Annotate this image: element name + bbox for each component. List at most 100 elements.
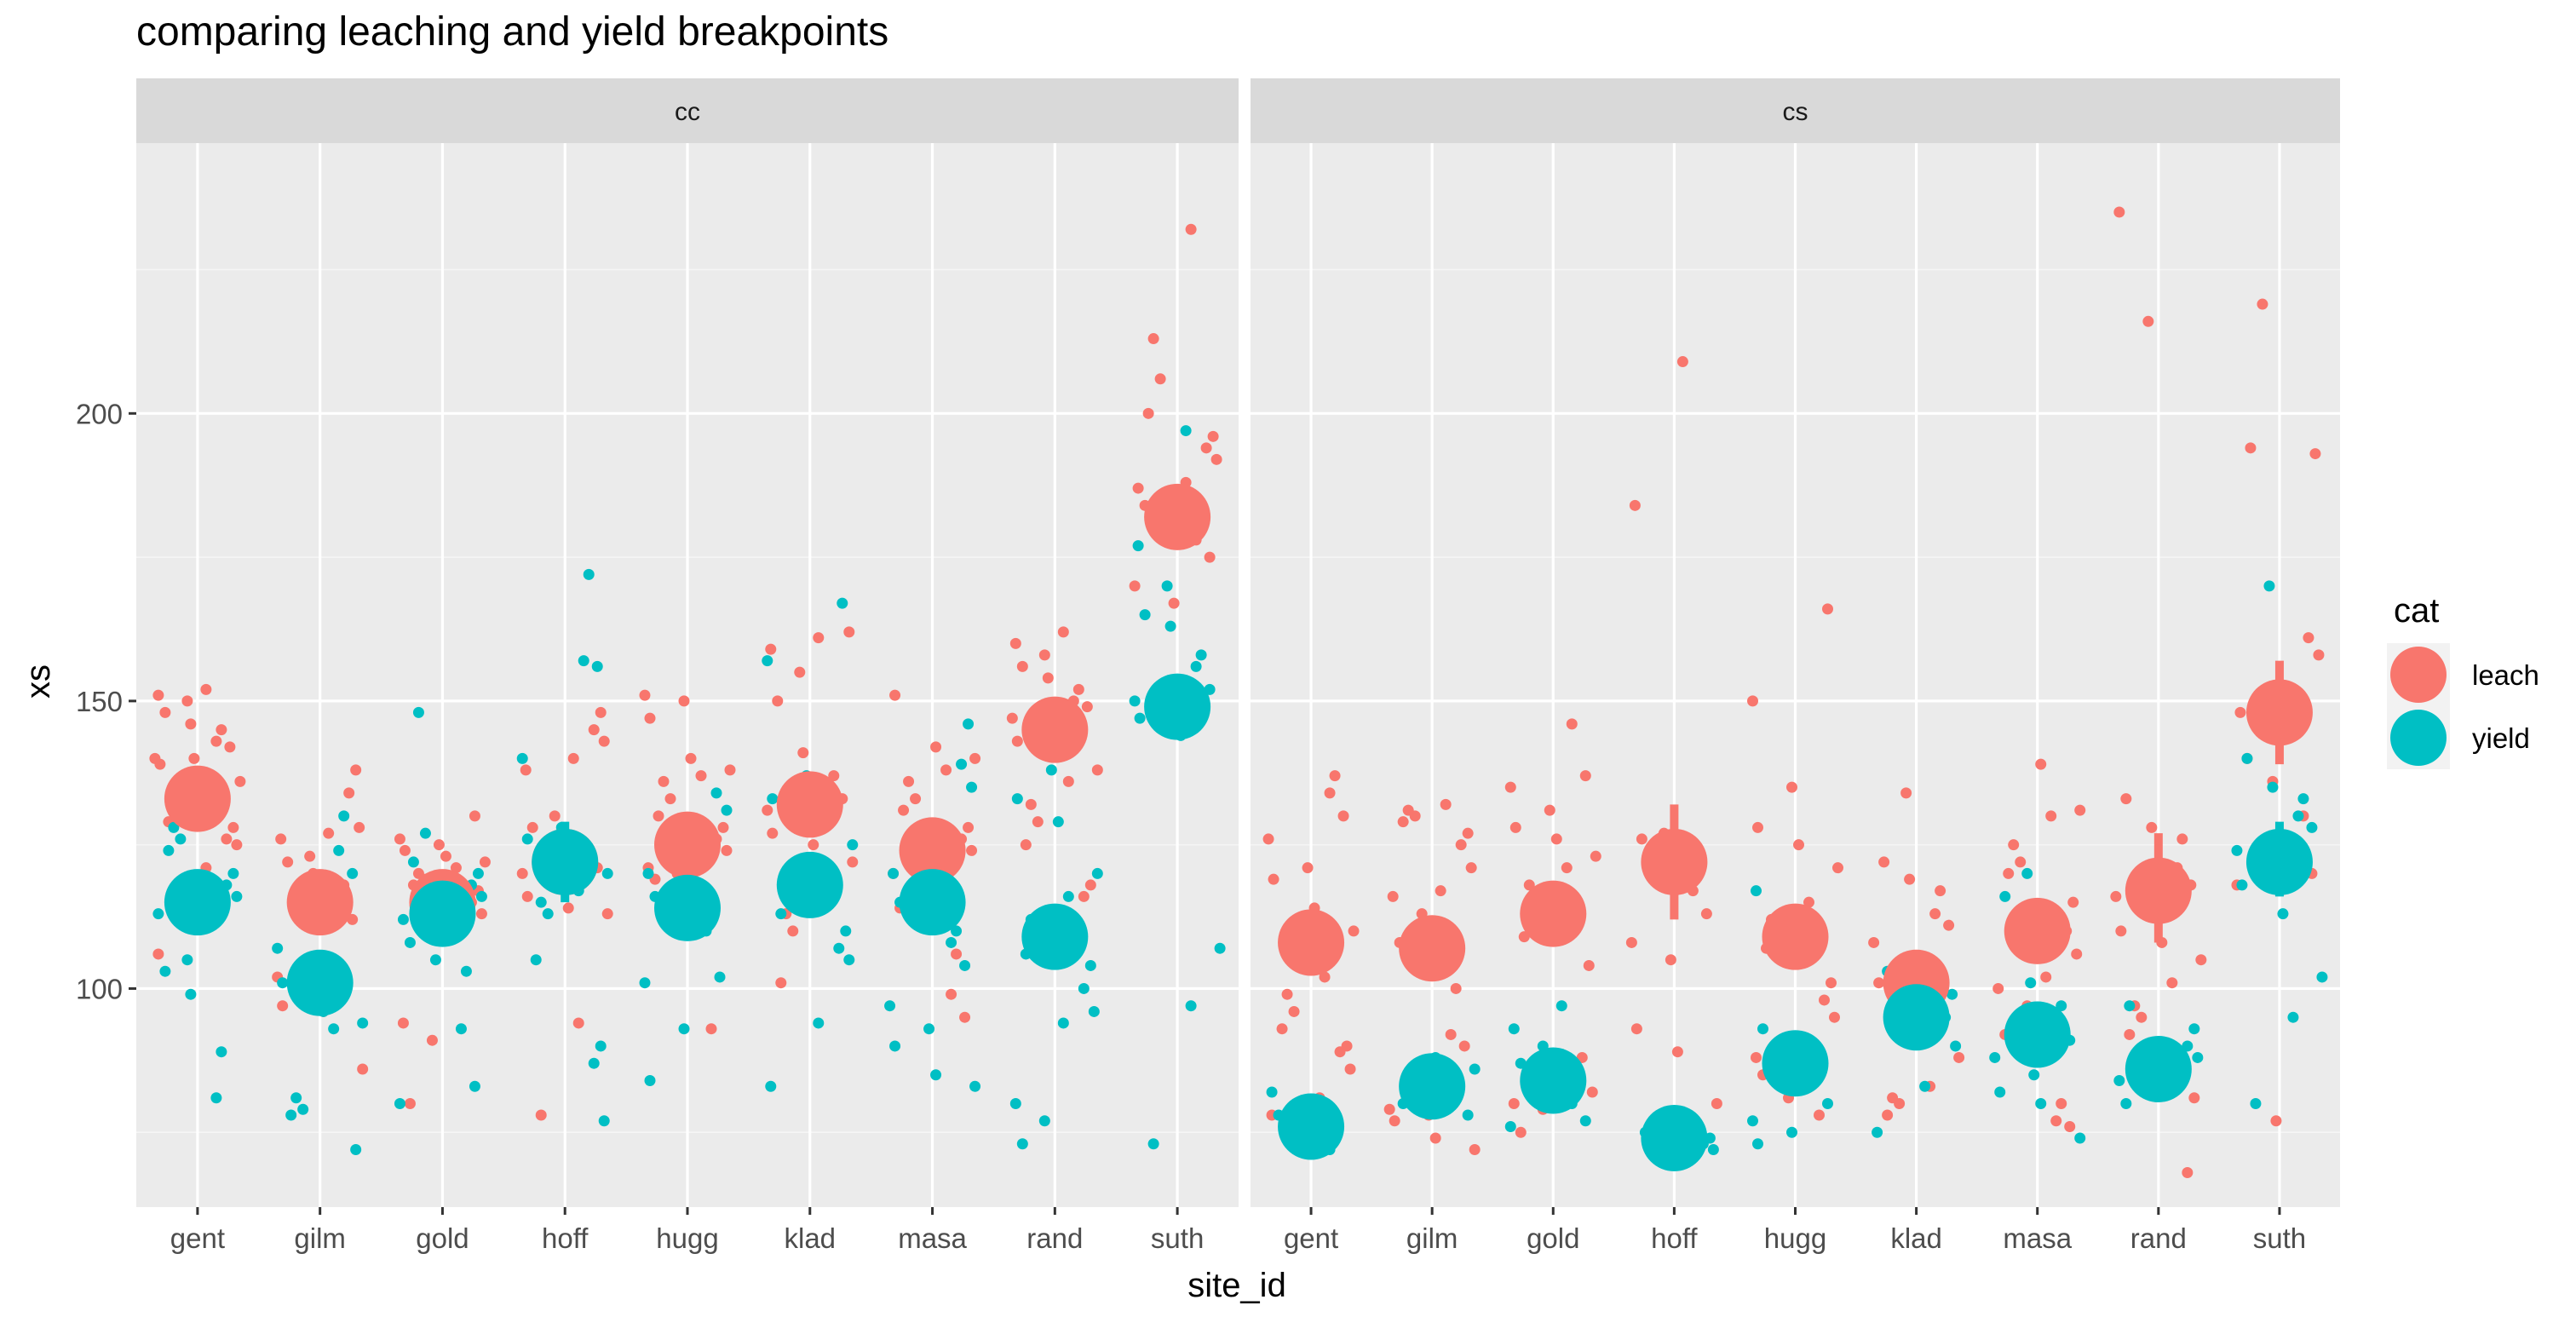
data-point-leach <box>1943 919 1955 931</box>
y-axis: 100 150 200 <box>76 398 136 1004</box>
data-point-yield <box>175 833 187 845</box>
data-point-leach <box>794 666 806 678</box>
data-point-leach <box>399 844 411 856</box>
data-point-yield <box>588 1057 600 1069</box>
data-point-leach <box>2195 954 2207 966</box>
data-point-leach <box>1324 787 1336 799</box>
x-tick-label: gent <box>1284 1222 1338 1254</box>
data-point-yield <box>1752 1138 1763 1150</box>
facet-strip <box>1251 78 2340 143</box>
data-point-yield <box>2263 580 2275 592</box>
data-point-yield <box>2113 1074 2125 1086</box>
legend-label-yield: yield <box>2472 722 2530 754</box>
data-point-leach <box>1878 856 1890 868</box>
data-point-leach <box>2050 1115 2062 1127</box>
data-point-yield <box>2297 793 2309 805</box>
mean-point-yield <box>1278 1093 1345 1160</box>
data-point-leach <box>440 850 451 862</box>
data-point-yield <box>1508 1023 1520 1035</box>
data-point-leach <box>966 844 978 856</box>
data-point-leach <box>394 833 405 845</box>
data-point-yield <box>297 1103 309 1115</box>
data-point-leach <box>1953 1051 1965 1063</box>
data-point-leach <box>2008 839 2020 851</box>
data-point-yield <box>762 655 773 667</box>
data-point-leach <box>724 764 736 776</box>
data-point-yield <box>2028 1069 2040 1081</box>
mean-point-leach <box>1762 903 1829 970</box>
data-point-leach <box>1147 333 1159 345</box>
data-point-yield <box>1129 695 1141 707</box>
data-point-leach <box>2182 1166 2194 1178</box>
data-point-leach <box>1455 839 1467 851</box>
mean-point-leach <box>654 811 721 878</box>
data-point-yield <box>639 977 651 989</box>
data-point-leach <box>653 810 664 822</box>
data-point-yield <box>1504 1120 1516 1132</box>
data-point-leach <box>898 804 910 816</box>
data-point-leach <box>1142 407 1154 419</box>
data-point-leach <box>951 948 963 960</box>
data-point-leach <box>2035 758 2047 770</box>
data-point-yield <box>290 1092 302 1104</box>
data-point-leach <box>1348 925 1360 937</box>
data-point-leach <box>1583 959 1595 971</box>
data-point-yield <box>1078 982 1090 994</box>
data-point-leach <box>2257 298 2268 310</box>
data-point-yield <box>1057 1017 1069 1029</box>
data-point-yield <box>231 890 243 902</box>
data-point-yield <box>1091 867 1103 879</box>
data-point-yield <box>210 1092 222 1104</box>
data-point-yield <box>956 758 968 770</box>
y-tick-label: 100 <box>76 973 123 1004</box>
data-point-yield <box>946 936 957 948</box>
data-point-leach <box>2124 1028 2136 1040</box>
data-point-yield <box>1822 1097 1833 1109</box>
data-point-leach <box>1344 1063 1356 1075</box>
data-point-leach <box>1072 683 1084 695</box>
mean-point-yield <box>409 880 476 947</box>
mean-point-leach <box>2125 857 2192 924</box>
data-point-yield <box>1266 1086 1278 1098</box>
x-tick-label: gent <box>170 1222 225 1254</box>
mean-point-yield <box>654 874 721 941</box>
data-point-leach <box>1011 735 1023 747</box>
data-point-yield <box>1919 1080 1931 1092</box>
data-point-leach <box>1078 890 1090 902</box>
data-point-leach <box>595 706 607 718</box>
data-point-leach <box>1281 988 1293 1000</box>
data-point-leach <box>1826 977 1837 989</box>
data-point-leach <box>1469 1143 1481 1155</box>
data-point-leach <box>598 735 610 747</box>
x-tick-label: klad <box>1890 1222 1942 1254</box>
x-tick-label: suth <box>1151 1222 1204 1254</box>
data-point-leach <box>1544 804 1555 816</box>
data-point-leach <box>2313 649 2325 661</box>
data-point-yield <box>1164 620 1176 632</box>
data-point-yield <box>923 1023 935 1035</box>
data-point-leach <box>1882 1109 1894 1121</box>
data-point-leach <box>1630 1023 1642 1035</box>
y-tick-label: 150 <box>76 686 123 717</box>
data-point-leach <box>2071 948 2083 960</box>
data-point-leach <box>1523 879 1535 891</box>
data-point-leach <box>959 1011 971 1023</box>
data-point-leach <box>1935 885 1946 897</box>
data-point-leach <box>304 850 316 862</box>
data-point-yield <box>578 655 589 667</box>
mean-point-leach <box>164 765 231 832</box>
data-point-yield <box>1946 988 1958 1000</box>
data-point-leach <box>767 827 779 839</box>
data-point-yield <box>2056 1000 2067 1012</box>
data-point-yield <box>285 1109 297 1121</box>
data-point-leach <box>843 626 855 638</box>
data-point-yield <box>1989 1051 2001 1063</box>
data-point-leach <box>520 764 532 776</box>
data-point-leach <box>1676 356 1688 368</box>
data-point-leach <box>216 724 227 736</box>
data-point-leach <box>323 827 335 839</box>
data-point-leach <box>1302 862 1314 874</box>
data-point-yield <box>833 942 845 954</box>
data-point-leach <box>475 908 487 920</box>
data-point-leach <box>717 821 729 833</box>
